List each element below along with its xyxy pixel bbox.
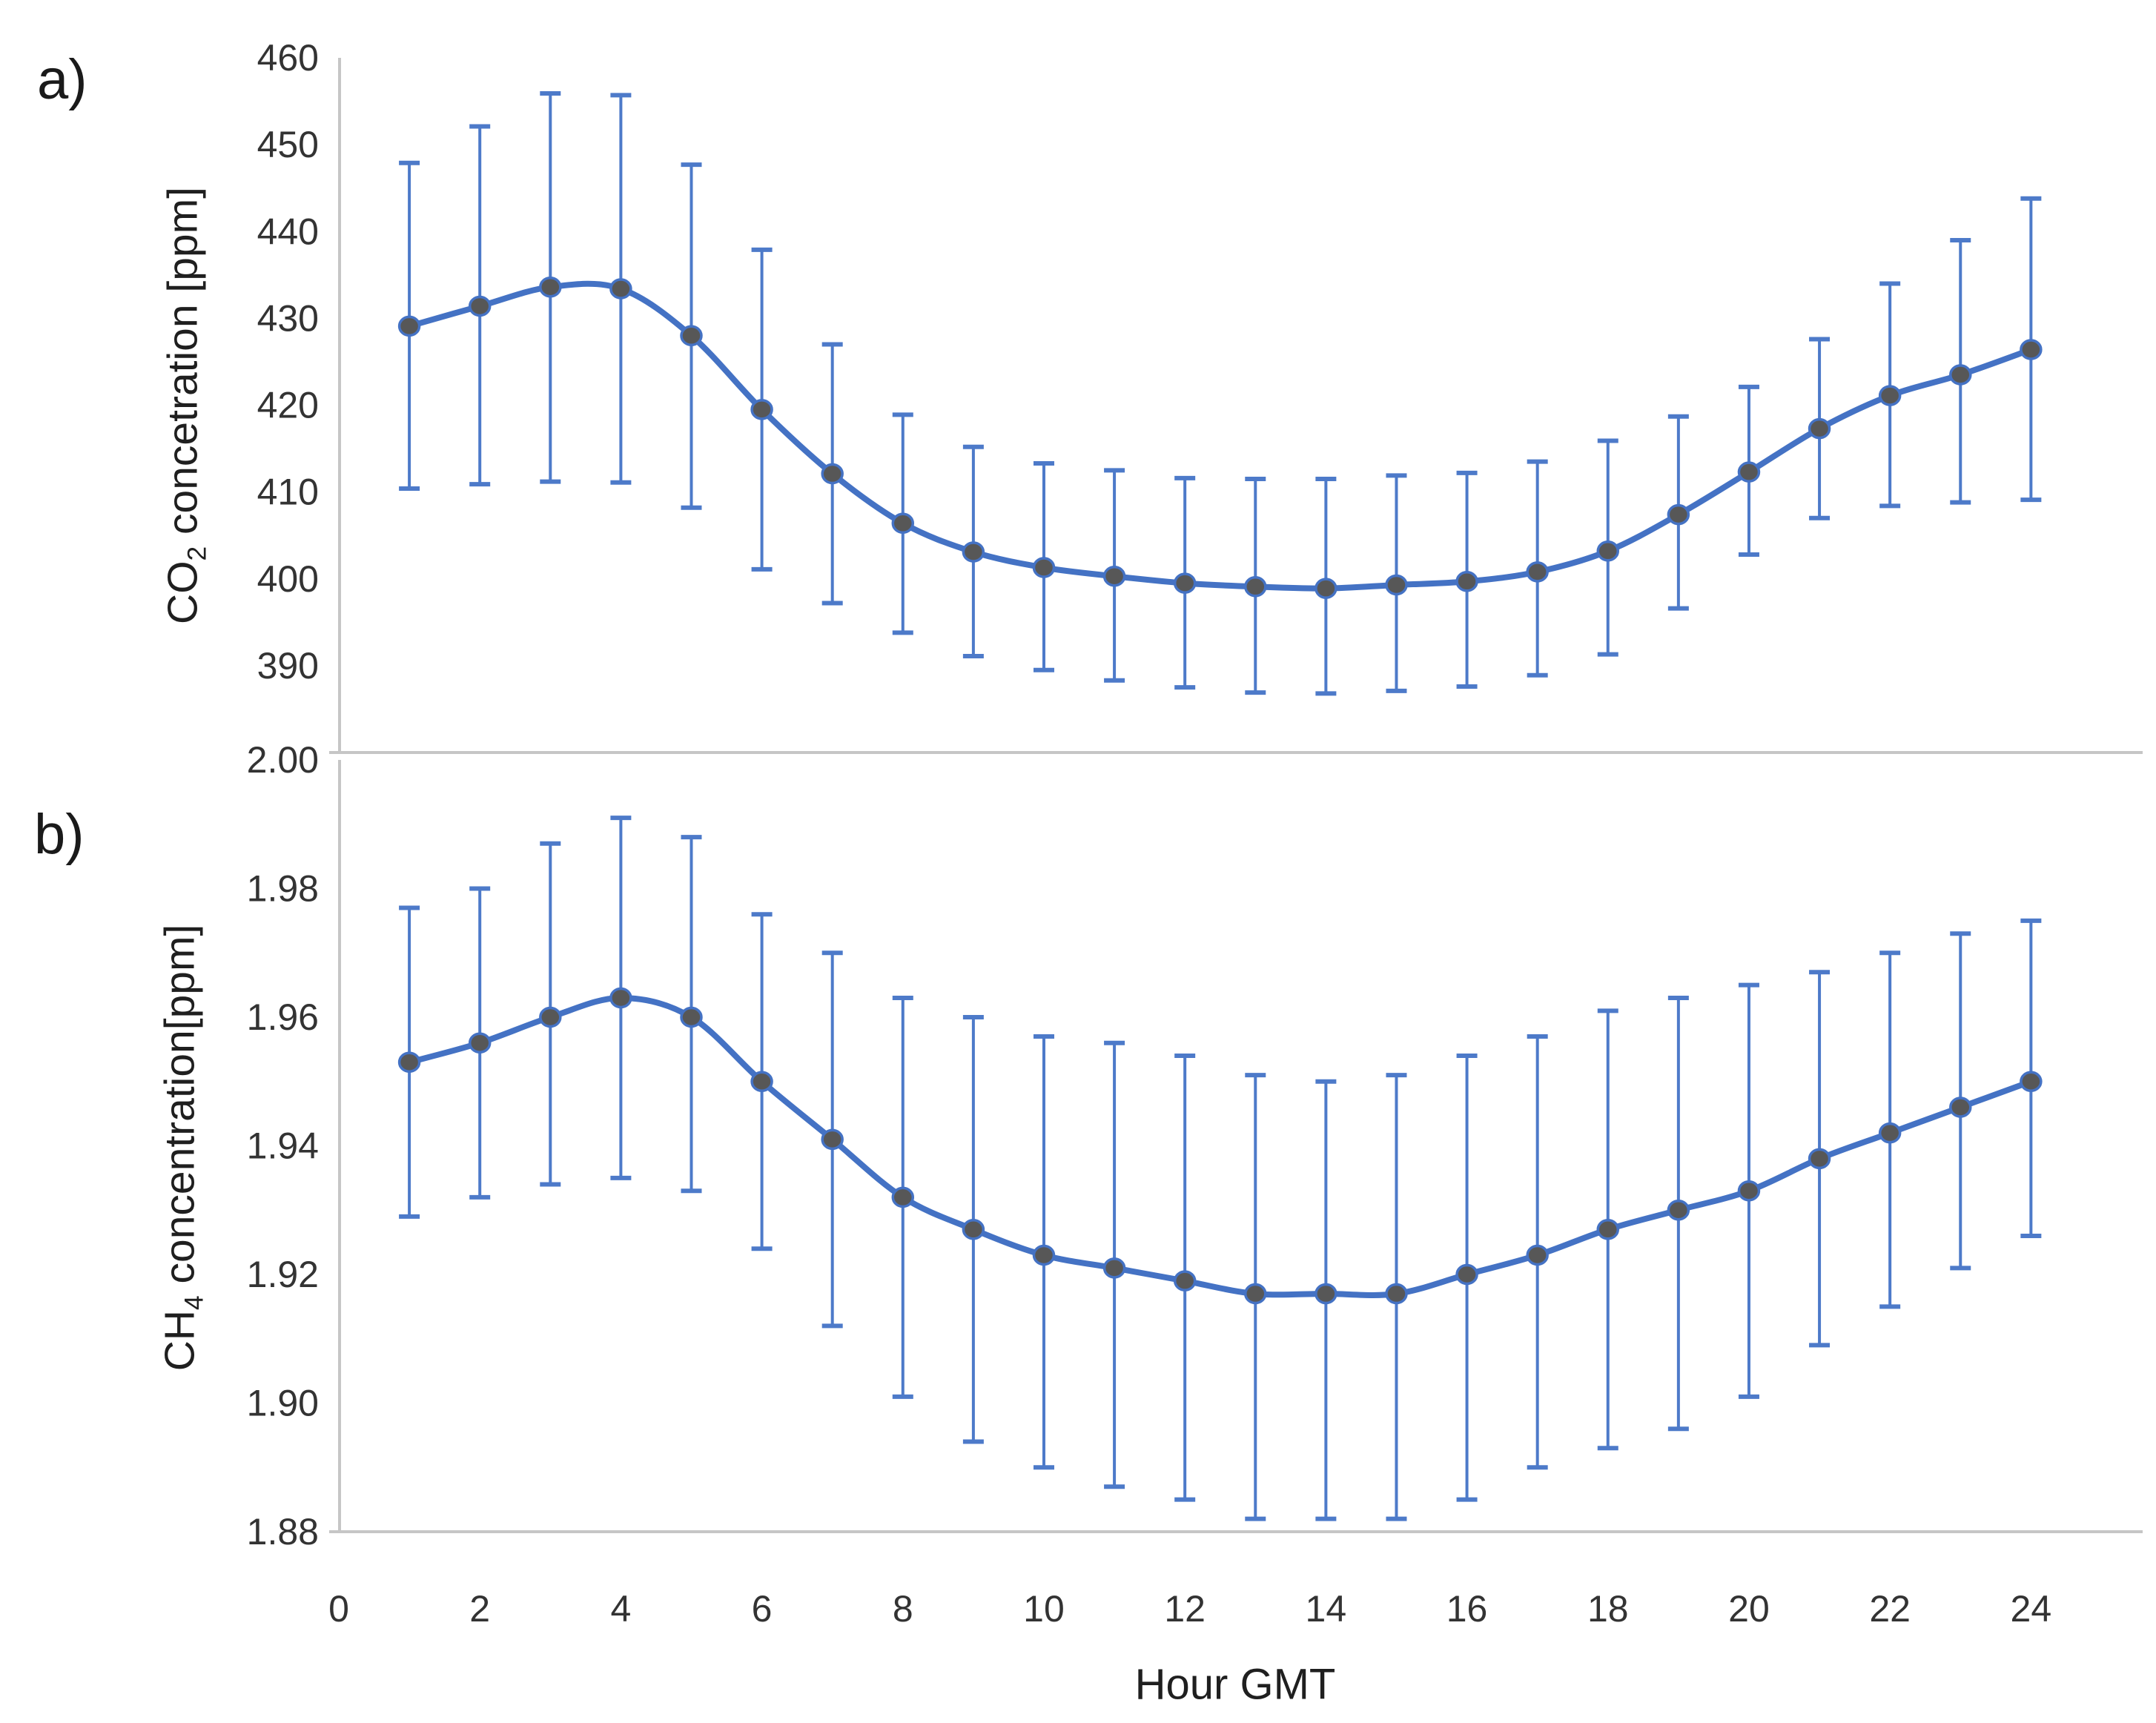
panel-b-label: b) — [34, 803, 85, 866]
co2-series-line — [406, 280, 2034, 592]
ch4-y-tick-label: 2.00 — [247, 739, 319, 781]
ch4-data-point-marker — [821, 1128, 844, 1151]
co2-data-point-marker — [1949, 364, 1972, 386]
ch4-data-point-marker — [1102, 1257, 1126, 1279]
co2-data-point-marker — [539, 276, 562, 298]
co2-data-point-marker — [1385, 574, 1408, 596]
co2-data-point-marker — [1667, 503, 1690, 526]
co2-data-point-marker — [2020, 339, 2043, 360]
co2-y-tick-label: 430 — [257, 297, 319, 339]
co2-y-tick-label: 400 — [257, 558, 319, 600]
ch4-data-point-marker — [891, 1186, 915, 1208]
co2-data-point-marker — [680, 325, 703, 347]
ch4-data-point-marker — [1315, 1283, 1337, 1305]
co2-data-point-marker — [1808, 417, 1831, 440]
ch4-data-point-marker — [680, 1006, 703, 1028]
x-tick-label: 20 — [1728, 1588, 1770, 1630]
x-tick-label: 12 — [1164, 1588, 1206, 1630]
ch4-y-tick-label: 1.88 — [247, 1511, 319, 1552]
co2-data-point-marker — [1878, 385, 1902, 406]
co2-data-point-marker — [1526, 561, 1549, 583]
x-tick-label: 16 — [1446, 1588, 1488, 1630]
ch4-y-tick-label: 1.94 — [247, 1125, 319, 1167]
co2-data-point-marker — [891, 512, 915, 535]
x-tick-label: 8 — [893, 1588, 913, 1630]
co2-data-point-marker — [1455, 571, 1478, 592]
ch4-data-point-marker — [1455, 1263, 1478, 1286]
co2-y-tick-label: 450 — [257, 124, 319, 165]
x-tick-label: 4 — [610, 1588, 631, 1630]
ch4-y-tick-label: 1.92 — [247, 1254, 319, 1295]
ch4-y-tick-label: 1.90 — [247, 1383, 319, 1424]
co2-y-tick-label: 420 — [257, 385, 319, 426]
ch4-data-point-marker — [1667, 1200, 1690, 1221]
ch4-data-point-marker — [1878, 1122, 1902, 1144]
ch4-data-point-marker — [1173, 1270, 1197, 1292]
ch4-series-line — [406, 994, 2034, 1298]
x-tick-label: 10 — [1023, 1588, 1065, 1630]
x-tick-label: 2 — [469, 1588, 490, 1630]
x-tick-label: 14 — [1306, 1588, 1347, 1630]
ch4-data-point-marker — [962, 1219, 985, 1240]
ch4-data-point-marker — [2020, 1071, 2043, 1092]
ch4-data-point-marker — [609, 987, 632, 1009]
ch4-data-point-marker — [397, 1051, 421, 1073]
co2-data-point-marker — [1032, 557, 1056, 578]
co2-data-point-marker — [1244, 576, 1267, 598]
co2-data-point-marker — [1315, 578, 1337, 599]
ch4-data-point-marker — [750, 1071, 773, 1092]
co2-y-tick-label: 460 — [257, 37, 319, 79]
ch4-data-point-marker — [1032, 1244, 1056, 1266]
x-tick-label: 24 — [2011, 1588, 2052, 1630]
ch4-data-point-marker — [1385, 1283, 1408, 1305]
co2-data-point-marker — [397, 315, 421, 337]
ch4-data-point-marker — [1596, 1219, 1620, 1240]
co2-data-point-marker — [468, 295, 492, 317]
ch4-data-point-marker — [1526, 1244, 1549, 1266]
ch4-data-point-marker — [1949, 1097, 1972, 1118]
ch4-y-tick-label: 1.98 — [247, 868, 319, 910]
x-tick-label: 22 — [1869, 1588, 1911, 1630]
x-tick-label: 18 — [1587, 1588, 1629, 1630]
co2-data-point-marker — [1102, 565, 1126, 587]
co2-data-point-marker — [821, 463, 844, 485]
ch4-data-point-marker — [1808, 1148, 1831, 1170]
co2-y-tick-label: 390 — [257, 645, 319, 687]
co2-y-tick-label: 440 — [257, 211, 319, 252]
co2-data-point-marker — [609, 278, 632, 300]
ch4-data-point-marker — [468, 1032, 492, 1054]
co2-data-point-marker — [1596, 540, 1620, 562]
ch4-data-point-marker — [1244, 1283, 1267, 1305]
x-axis-title: Hour GMT — [1134, 1660, 1336, 1709]
ch4-data-point-marker — [539, 1006, 562, 1028]
co2-data-point-marker — [1173, 572, 1197, 594]
co2-data-point-marker — [962, 541, 985, 563]
ch4-data-point-marker — [1737, 1180, 1761, 1202]
co2-data-point-marker — [750, 399, 773, 420]
ch4-y-tick-label: 1.96 — [247, 996, 319, 1038]
co2-y-tick-label: 410 — [257, 472, 319, 513]
co2-data-point-marker — [1737, 461, 1761, 483]
panel-a-label: a) — [37, 48, 87, 111]
x-tick-label: 0 — [328, 1588, 349, 1630]
x-tick-label: 6 — [752, 1588, 773, 1630]
